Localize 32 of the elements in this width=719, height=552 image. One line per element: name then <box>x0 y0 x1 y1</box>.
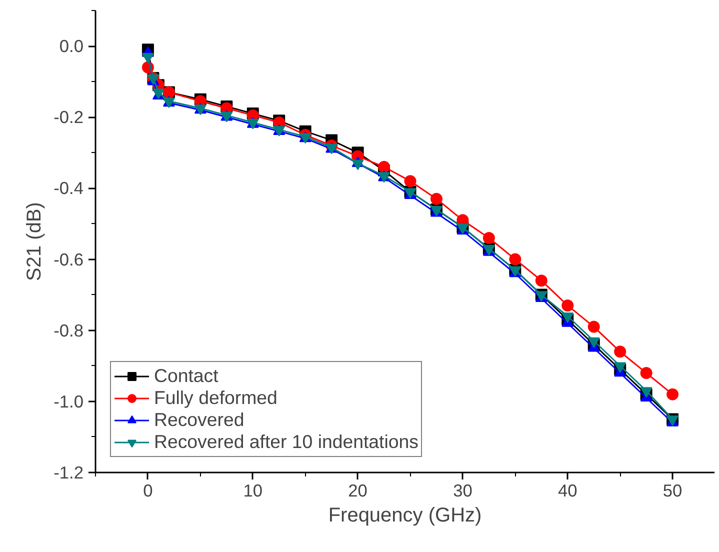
y-tick-label: -0.8 <box>54 320 84 340</box>
legend-label: Recovered after 10 indentations <box>154 431 418 453</box>
point <box>535 274 548 287</box>
y-tick-label: -1.2 <box>54 462 84 482</box>
point <box>614 346 626 358</box>
y-tick-label: -0.6 <box>54 249 84 270</box>
point <box>640 367 652 379</box>
point <box>430 192 442 205</box>
point <box>666 388 679 400</box>
y-axis-title: S21 (dB) <box>24 202 46 281</box>
point <box>482 232 495 244</box>
point <box>142 53 154 64</box>
legend-label: Recovered <box>154 409 244 431</box>
point <box>378 160 390 173</box>
y-tick-label: 0.0 <box>59 36 84 56</box>
x-tick-label: 10 <box>243 480 263 500</box>
point <box>588 320 600 333</box>
y-tick-label: -0.4 <box>54 178 84 198</box>
legend-label: Contact <box>154 365 218 387</box>
y-tick-label: -0.2 <box>54 107 84 128</box>
point <box>404 175 416 188</box>
point <box>352 160 364 170</box>
x-tick-label: 30 <box>453 480 472 500</box>
point <box>509 253 522 266</box>
x-axis-title: Frequency (GHz) <box>328 504 482 526</box>
x-tick-label: 40 <box>558 480 578 500</box>
x-tick-label: 0 <box>143 480 153 500</box>
x-tick-label: 20 <box>348 480 368 500</box>
x-tick-label: 50 <box>662 480 682 500</box>
point <box>562 299 574 312</box>
legend-label: Fully deformed <box>154 387 278 409</box>
y-tick-label: -1.0 <box>54 391 84 412</box>
